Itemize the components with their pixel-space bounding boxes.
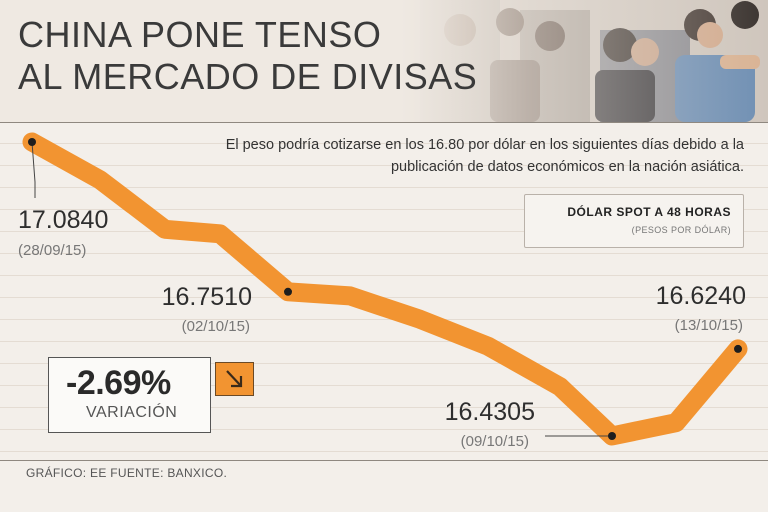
data-point [608,432,616,440]
page-title: CHINA PONE TENSO AL MERCADO DE DIVISAS [18,14,477,98]
variation-label: VARIACIÓN [86,404,178,421]
legend-subtitle: (PESOS POR DÓLAR) [631,225,731,235]
leader-line [31,141,36,198]
arrow-down-right-icon [215,362,254,396]
series-line [22,132,748,446]
chart-description: El peso podría cotizarse en los 16.80 po… [144,134,744,178]
source-note: GRÁFICO: EE FUENTE: BANXICO. [26,466,228,480]
header: CHINA PONE TENSO AL MERCADO DE DIVISAS [0,0,768,122]
data-label-value: 16.4305 [445,398,535,426]
data-label-date: (28/09/15) [18,242,86,259]
title-line-2: AL MERCADO DE DIVISAS [18,56,478,97]
data-point [28,138,36,146]
data-point [734,344,742,353]
data-label-date: (13/10/15) [675,317,743,334]
data-label-value: 16.7510 [162,283,252,311]
data-label-date: (02/10/15) [182,318,250,335]
data-label-date: (09/10/15) [461,433,529,450]
header-divider [0,122,768,123]
data-label-value: 16.6240 [656,282,746,310]
variation-value: -2.69% [66,364,171,402]
crowd-photo [400,0,768,122]
description-line-2: publicación de datos económicos en la na… [390,159,744,175]
variation-box: -2.69% VARIACIÓN [48,357,211,433]
description-line-1: El peso podría cotizarse en los 16.80 po… [225,137,744,153]
data-label-value: 17.0840 [18,206,108,234]
footer-divider [0,460,768,461]
data-point [284,287,292,296]
title-line-1: CHINA PONE TENSO [18,14,382,55]
legend-box: DÓLAR SPOT A 48 HORAS (PESOS POR DÓLAR) [524,194,744,248]
legend-title: DÓLAR SPOT A 48 HORAS [567,205,731,219]
